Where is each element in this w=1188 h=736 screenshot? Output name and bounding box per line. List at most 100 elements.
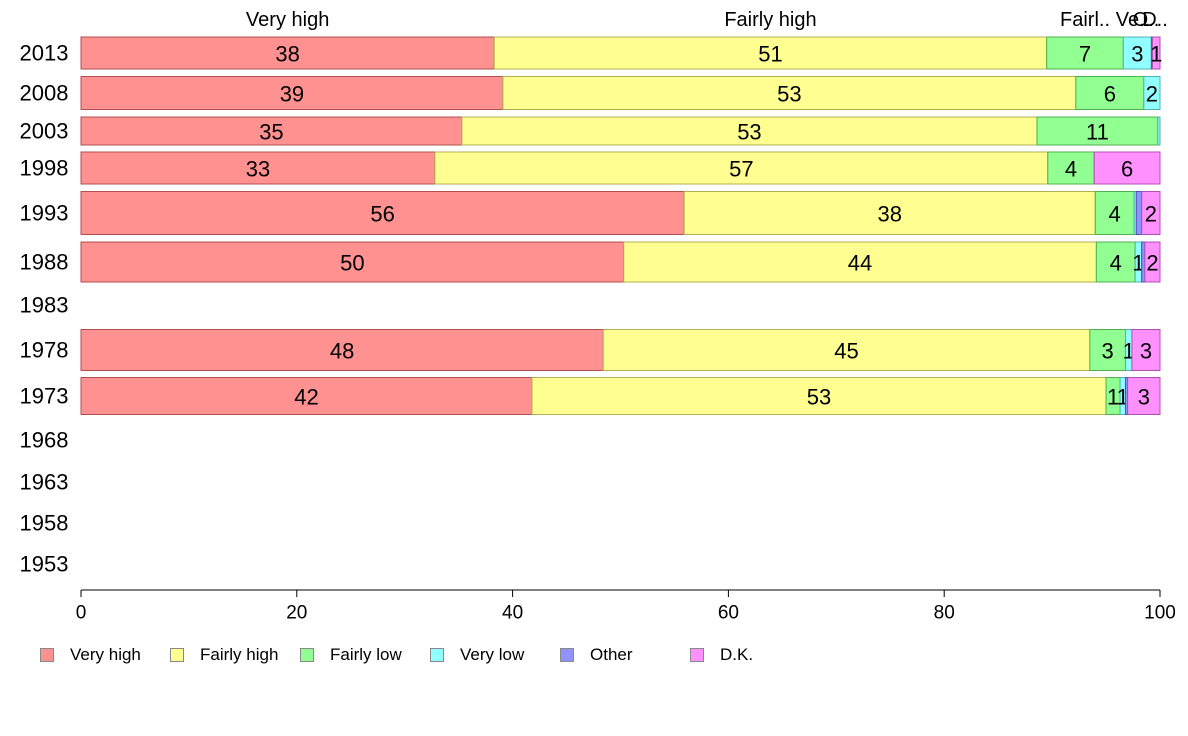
bar-value-label: 1 bbox=[1107, 385, 1119, 410]
series-header-label: D.. bbox=[1142, 9, 1168, 31]
year-label: 1983 bbox=[20, 293, 69, 318]
series-header-label: O.. bbox=[1133, 9, 1160, 31]
bar-value-label: 51 bbox=[758, 42, 782, 67]
year-label: 2008 bbox=[20, 81, 69, 106]
bar-segment bbox=[1095, 241, 1136, 283]
bar-value-label: 42 bbox=[294, 385, 318, 410]
bar-segment bbox=[80, 377, 533, 415]
year-label: 1978 bbox=[20, 338, 69, 363]
bar-segment bbox=[1094, 191, 1135, 235]
legend-swatch bbox=[690, 648, 704, 662]
bar-value-label: 4 bbox=[1065, 157, 1077, 182]
bar-value-label: 39 bbox=[280, 82, 304, 107]
bar-segment bbox=[1122, 36, 1152, 70]
legend-label: Other bbox=[590, 645, 633, 664]
bar-segment bbox=[1141, 191, 1161, 235]
x-axis-tick-label: 40 bbox=[502, 603, 523, 624]
bar-segment bbox=[434, 151, 1049, 185]
bar-value-label: 53 bbox=[777, 82, 801, 107]
bar-value-label: 53 bbox=[737, 120, 761, 145]
bar-value-label: 11 bbox=[1086, 120, 1109, 145]
bar-segment bbox=[1144, 241, 1161, 283]
legend-label: D.K. bbox=[720, 645, 754, 664]
year-label: 1973 bbox=[20, 384, 69, 409]
bar-value-label: 3 bbox=[1140, 339, 1152, 364]
bar-value-label: 44 bbox=[848, 251, 872, 276]
bar-segment bbox=[1143, 76, 1161, 110]
bar-segment bbox=[502, 76, 1077, 110]
bar-segment bbox=[1047, 151, 1095, 185]
bar-value-label: 4 bbox=[1109, 202, 1121, 227]
bar-segment bbox=[1157, 116, 1161, 146]
bar-value-label: 7 bbox=[1079, 42, 1091, 67]
bar-segment bbox=[1127, 377, 1161, 415]
bar-value-label: 50 bbox=[340, 251, 364, 276]
bar-segment bbox=[80, 76, 504, 110]
bar-value-label: 57 bbox=[729, 157, 753, 182]
legend-label: Fairly high bbox=[200, 645, 279, 664]
year-label: 1988 bbox=[20, 250, 69, 275]
legend-swatch bbox=[40, 648, 54, 662]
bar-segment bbox=[461, 116, 1038, 146]
series-header-label: Fairl.. bbox=[1060, 9, 1110, 31]
bar-value-label: 6 bbox=[1121, 157, 1133, 182]
legend-item: Fairly high bbox=[170, 645, 278, 665]
legend-swatch bbox=[560, 648, 574, 662]
bar-value-label: 2 bbox=[1146, 251, 1158, 276]
bar-value-label: 48 bbox=[330, 339, 354, 364]
series-header-labels: Very high Fairly high Fairl.. Ve..O..D.. bbox=[246, 9, 1168, 31]
x-axis-tick-label: 60 bbox=[718, 603, 739, 624]
bar-value-label: 33 bbox=[246, 157, 270, 182]
bar-segment bbox=[80, 151, 436, 185]
bar-segment bbox=[1046, 36, 1124, 70]
bar-value-label: 6 bbox=[1104, 82, 1116, 107]
bar-value-label: 2 bbox=[1146, 82, 1158, 107]
bar-segment bbox=[1089, 329, 1126, 371]
bar-segment bbox=[602, 329, 1091, 371]
bar-value-label: 38 bbox=[877, 202, 901, 227]
x-axis-tick-label: 80 bbox=[934, 603, 955, 624]
year-label: 1968 bbox=[20, 428, 69, 453]
category-axis-labels: 2013 2008 2003 1998 1993 1988 1983 1978 1973 1968… bbox=[20, 41, 69, 577]
bar-value-label: 53 bbox=[807, 385, 831, 410]
legend-item: Very high bbox=[40, 645, 141, 665]
legend-label: Very low bbox=[460, 645, 525, 664]
bar-segment bbox=[80, 191, 685, 235]
bar-segment bbox=[531, 377, 1107, 415]
year-label: 2013 bbox=[20, 41, 69, 66]
bar-segment bbox=[1135, 191, 1143, 235]
bar-segment bbox=[80, 36, 495, 70]
year-label: 1953 bbox=[20, 552, 69, 577]
year-label: 2003 bbox=[20, 119, 69, 144]
bar-segment bbox=[1075, 76, 1145, 110]
series-header-label: Ve.. bbox=[1116, 9, 1150, 31]
bar-segment bbox=[1093, 151, 1161, 185]
year-label: 1958 bbox=[20, 511, 69, 536]
x-axis-tick-label: 100 bbox=[1144, 603, 1176, 624]
legend-item: Other bbox=[560, 645, 633, 665]
bar-value-label: 38 bbox=[275, 42, 299, 67]
bar-value-label: 4 bbox=[1110, 251, 1122, 276]
bar-value-label: 1 bbox=[1150, 42, 1162, 67]
chart-legend: Very high Fairly high Fairly low Very low Ot… bbox=[40, 645, 1160, 665]
bar-value-label: 35 bbox=[259, 120, 283, 145]
bar-segment bbox=[1151, 36, 1161, 70]
bar-segment bbox=[80, 241, 625, 283]
legend-item: Fairly low bbox=[300, 645, 402, 665]
bar-segment bbox=[623, 241, 1097, 283]
series-header-label: Very high bbox=[246, 9, 329, 31]
legend-item: D.K. bbox=[690, 645, 753, 665]
bar-value-label: 2 bbox=[1145, 202, 1157, 227]
bar-value-label: 3 bbox=[1102, 339, 1114, 364]
series-header-label: Fairly high bbox=[724, 9, 816, 31]
bar-segment bbox=[80, 329, 604, 371]
year-label: 1963 bbox=[20, 470, 69, 495]
legend-swatch bbox=[300, 648, 314, 662]
bar-value-label: 3 bbox=[1138, 385, 1150, 410]
bar-value-label: 3 bbox=[1131, 42, 1143, 67]
x-axis-tick-label: 20 bbox=[286, 603, 307, 624]
legend-swatch bbox=[430, 648, 444, 662]
x-axis: 0 20 40 60 80 100 bbox=[76, 589, 1176, 624]
